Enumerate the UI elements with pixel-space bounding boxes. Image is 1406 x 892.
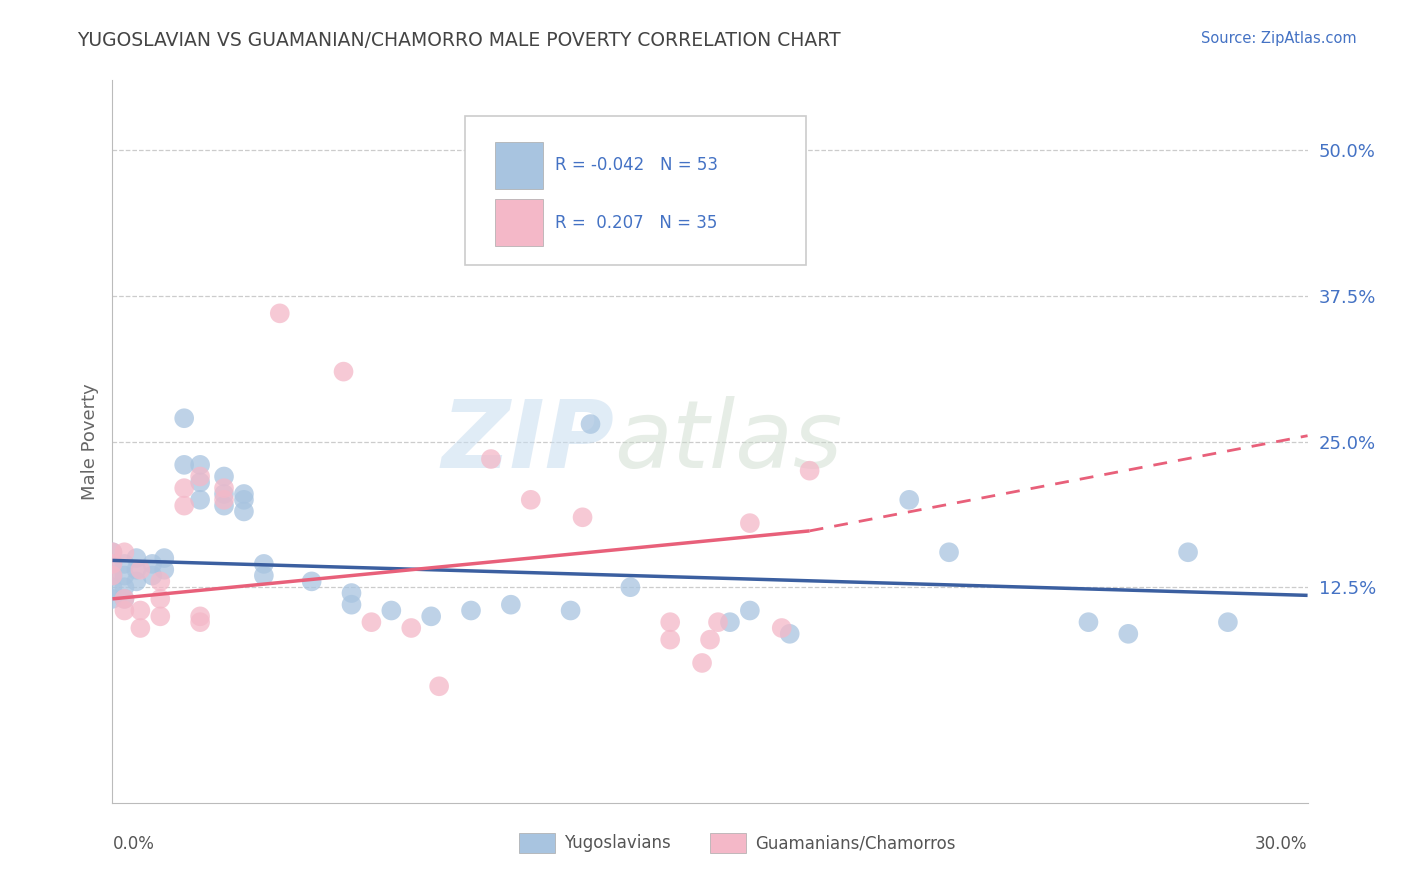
Point [380,603,402,617]
Point [114,580,135,594]
Point [114,557,135,571]
Point [129,563,152,577]
FancyBboxPatch shape [495,200,543,246]
Text: Source: ZipAtlas.com: Source: ZipAtlas.com [1201,31,1357,46]
Point [579,417,602,431]
Point [188,609,211,624]
Point [1077,615,1099,630]
Point [114,545,135,559]
Point [699,632,721,647]
FancyBboxPatch shape [519,833,554,854]
Point [101,557,124,571]
Point [125,563,148,577]
FancyBboxPatch shape [465,117,806,265]
Text: Yugoslavians: Yugoslavians [564,834,671,852]
Point [1118,627,1140,641]
Point [233,492,256,507]
Point [1216,615,1239,630]
Point [619,580,641,594]
Point [141,568,163,582]
Point [212,499,235,513]
Point [212,487,235,501]
Point [938,545,960,559]
Point [499,598,522,612]
Point [173,411,195,425]
Point [129,603,152,617]
Point [269,306,291,320]
Point [212,492,235,507]
Point [460,603,482,617]
Point [898,492,921,507]
Point [153,551,176,566]
Point [141,557,163,571]
Point [129,621,152,635]
Text: R = -0.042   N = 53: R = -0.042 N = 53 [554,156,717,174]
Point [101,591,124,606]
Point [770,621,793,635]
Point [101,545,124,559]
Point [233,504,256,518]
Point [571,510,593,524]
Text: 30.0%: 30.0% [1256,835,1308,854]
Point [149,609,172,624]
FancyBboxPatch shape [710,833,747,854]
Point [114,591,135,606]
Point [101,545,124,559]
Point [1177,545,1199,559]
Point [560,603,582,617]
Text: atlas: atlas [614,396,842,487]
Point [707,615,730,630]
Point [188,475,211,490]
Point [779,627,801,641]
Point [101,568,124,582]
Point [101,568,124,582]
Point [799,464,821,478]
Point [114,603,135,617]
Point [738,603,761,617]
Point [173,481,195,495]
Point [114,591,135,606]
Point [360,615,382,630]
Point [427,679,450,693]
Point [149,574,172,589]
Point [114,568,135,582]
Point [173,499,195,513]
Point [173,458,195,472]
Point [101,580,124,594]
Point [101,557,124,571]
Text: Guamanians/Chamorros: Guamanians/Chamorros [755,834,956,852]
Point [253,557,276,571]
Text: ZIP: ZIP [441,395,614,488]
Point [301,574,323,589]
Point [332,365,354,379]
Point [125,551,148,566]
Text: YUGOSLAVIAN VS GUAMANIAN/CHAMORRO MALE POVERTY CORRELATION CHART: YUGOSLAVIAN VS GUAMANIAN/CHAMORRO MALE P… [77,31,841,50]
Point [659,615,682,630]
Point [420,609,443,624]
Point [125,574,148,589]
Point [690,656,713,670]
Point [340,598,363,612]
Point [253,568,276,582]
Point [718,615,741,630]
Y-axis label: Male Poverty: Male Poverty [80,384,98,500]
Point [479,452,502,467]
Text: 0.0%: 0.0% [112,835,155,854]
Text: R =  0.207   N = 35: R = 0.207 N = 35 [554,213,717,232]
Point [188,615,211,630]
Point [212,481,235,495]
Point [520,492,543,507]
Point [149,591,172,606]
Point [188,458,211,472]
Point [153,563,176,577]
Point [738,516,761,530]
Point [340,586,363,600]
Point [188,469,211,483]
FancyBboxPatch shape [495,142,543,189]
Point [401,621,423,635]
Point [233,487,256,501]
Point [188,492,211,507]
Point [659,632,682,647]
Point [212,469,235,483]
